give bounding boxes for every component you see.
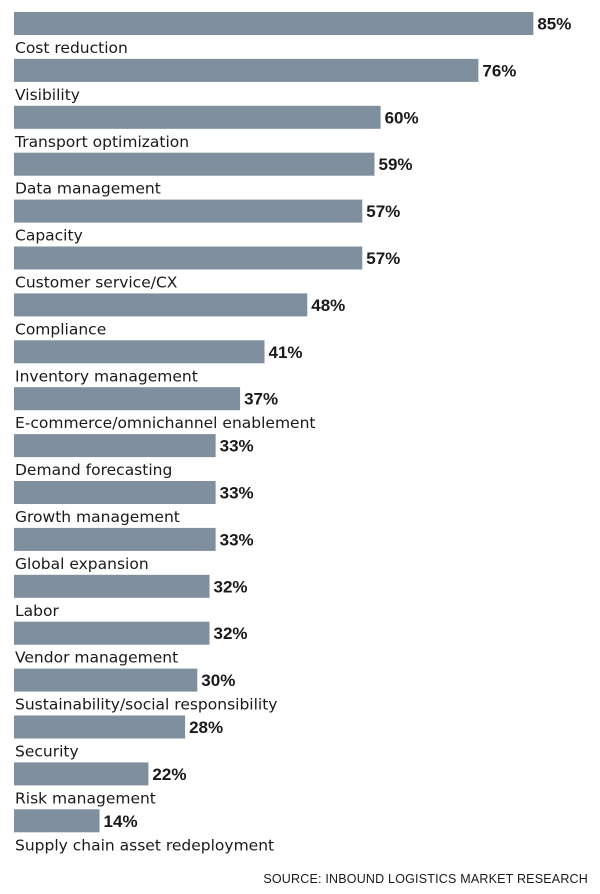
bar-capacity (14, 199, 363, 223)
value-label-risk-management: 22% (152, 765, 186, 784)
value-label-inventory-management: 41% (269, 343, 303, 362)
bar-supply-chain-asset-redeployment (14, 809, 100, 833)
category-label-demand-forecasting: Demand forecasting (15, 461, 172, 479)
bar-demand-forecasting (14, 434, 216, 458)
bar-vendor-management (14, 621, 210, 645)
category-label-labor: Labor (15, 602, 59, 620)
value-label-capacity: 57% (366, 202, 400, 221)
category-label-capacity: Capacity (15, 227, 83, 245)
bar-labor (14, 574, 210, 598)
bar-data-management (14, 152, 375, 176)
bar-transport-optimization (14, 105, 381, 129)
category-label-data-management: Data management (15, 180, 161, 198)
bar-e-commerce-omnichannel-enablement (14, 387, 241, 411)
category-label-growth-management: Growth management (15, 508, 180, 526)
category-label-vendor-management: Vendor management (15, 649, 178, 667)
value-label-vendor-management: 32% (214, 624, 248, 643)
value-label-supply-chain-asset-redeployment: 14% (104, 812, 138, 831)
category-label-transport-optimization: Transport optimization (14, 133, 189, 151)
value-label-data-management: 59% (378, 155, 412, 174)
bar-security (14, 715, 186, 739)
value-label-global-expansion: 33% (220, 530, 254, 549)
value-label-transport-optimization: 60% (385, 108, 419, 127)
value-label-e-commerce-omnichannel-enablement: 37% (244, 390, 278, 409)
category-label-customer-service-cx: Customer service/CX (15, 274, 178, 292)
value-label-visibility: 76% (482, 61, 516, 80)
value-label-demand-forecasting: 33% (220, 437, 254, 456)
category-label-cost-reduction: Cost reduction (15, 39, 128, 57)
category-label-sustainability-social-responsibility: Sustainability/social responsibility (15, 696, 277, 714)
bar-inventory-management (14, 340, 265, 364)
category-label-security: Security (15, 743, 79, 761)
bar-visibility (14, 58, 479, 82)
bar-growth-management (14, 481, 216, 504)
bar-global-expansion (14, 527, 216, 551)
bar-sustainability-social-responsibility (14, 668, 198, 692)
value-label-growth-management: 33% (220, 484, 254, 503)
category-label-risk-management: Risk management (15, 789, 156, 807)
value-label-sustainability-social-responsibility: 30% (201, 671, 235, 690)
value-label-compliance: 48% (311, 296, 345, 315)
value-label-customer-service-cx: 57% (366, 249, 400, 268)
value-label-labor: 32% (214, 577, 248, 596)
bar-compliance (14, 293, 308, 317)
bar-customer-service-cx (14, 246, 363, 270)
category-label-supply-chain-asset-redeployment: Supply chain asset redeployment (15, 836, 274, 854)
category-label-global-expansion: Global expansion (15, 555, 149, 573)
category-label-inventory-management: Inventory management (15, 367, 198, 385)
value-label-security: 28% (189, 718, 223, 737)
bar-cost-reduction (14, 12, 534, 35)
bar-risk-management (14, 762, 149, 786)
category-label-compliance: Compliance (15, 320, 106, 338)
value-label-cost-reduction: 85% (537, 15, 571, 34)
source-note: SOURCE: INBOUND LOGISTICS MARKET RESEARC… (263, 872, 588, 886)
category-label-visibility: Visibility (15, 86, 80, 104)
category-label-e-commerce-omnichannel-enablement: E-commerce/omnichannel enablement (15, 414, 316, 432)
